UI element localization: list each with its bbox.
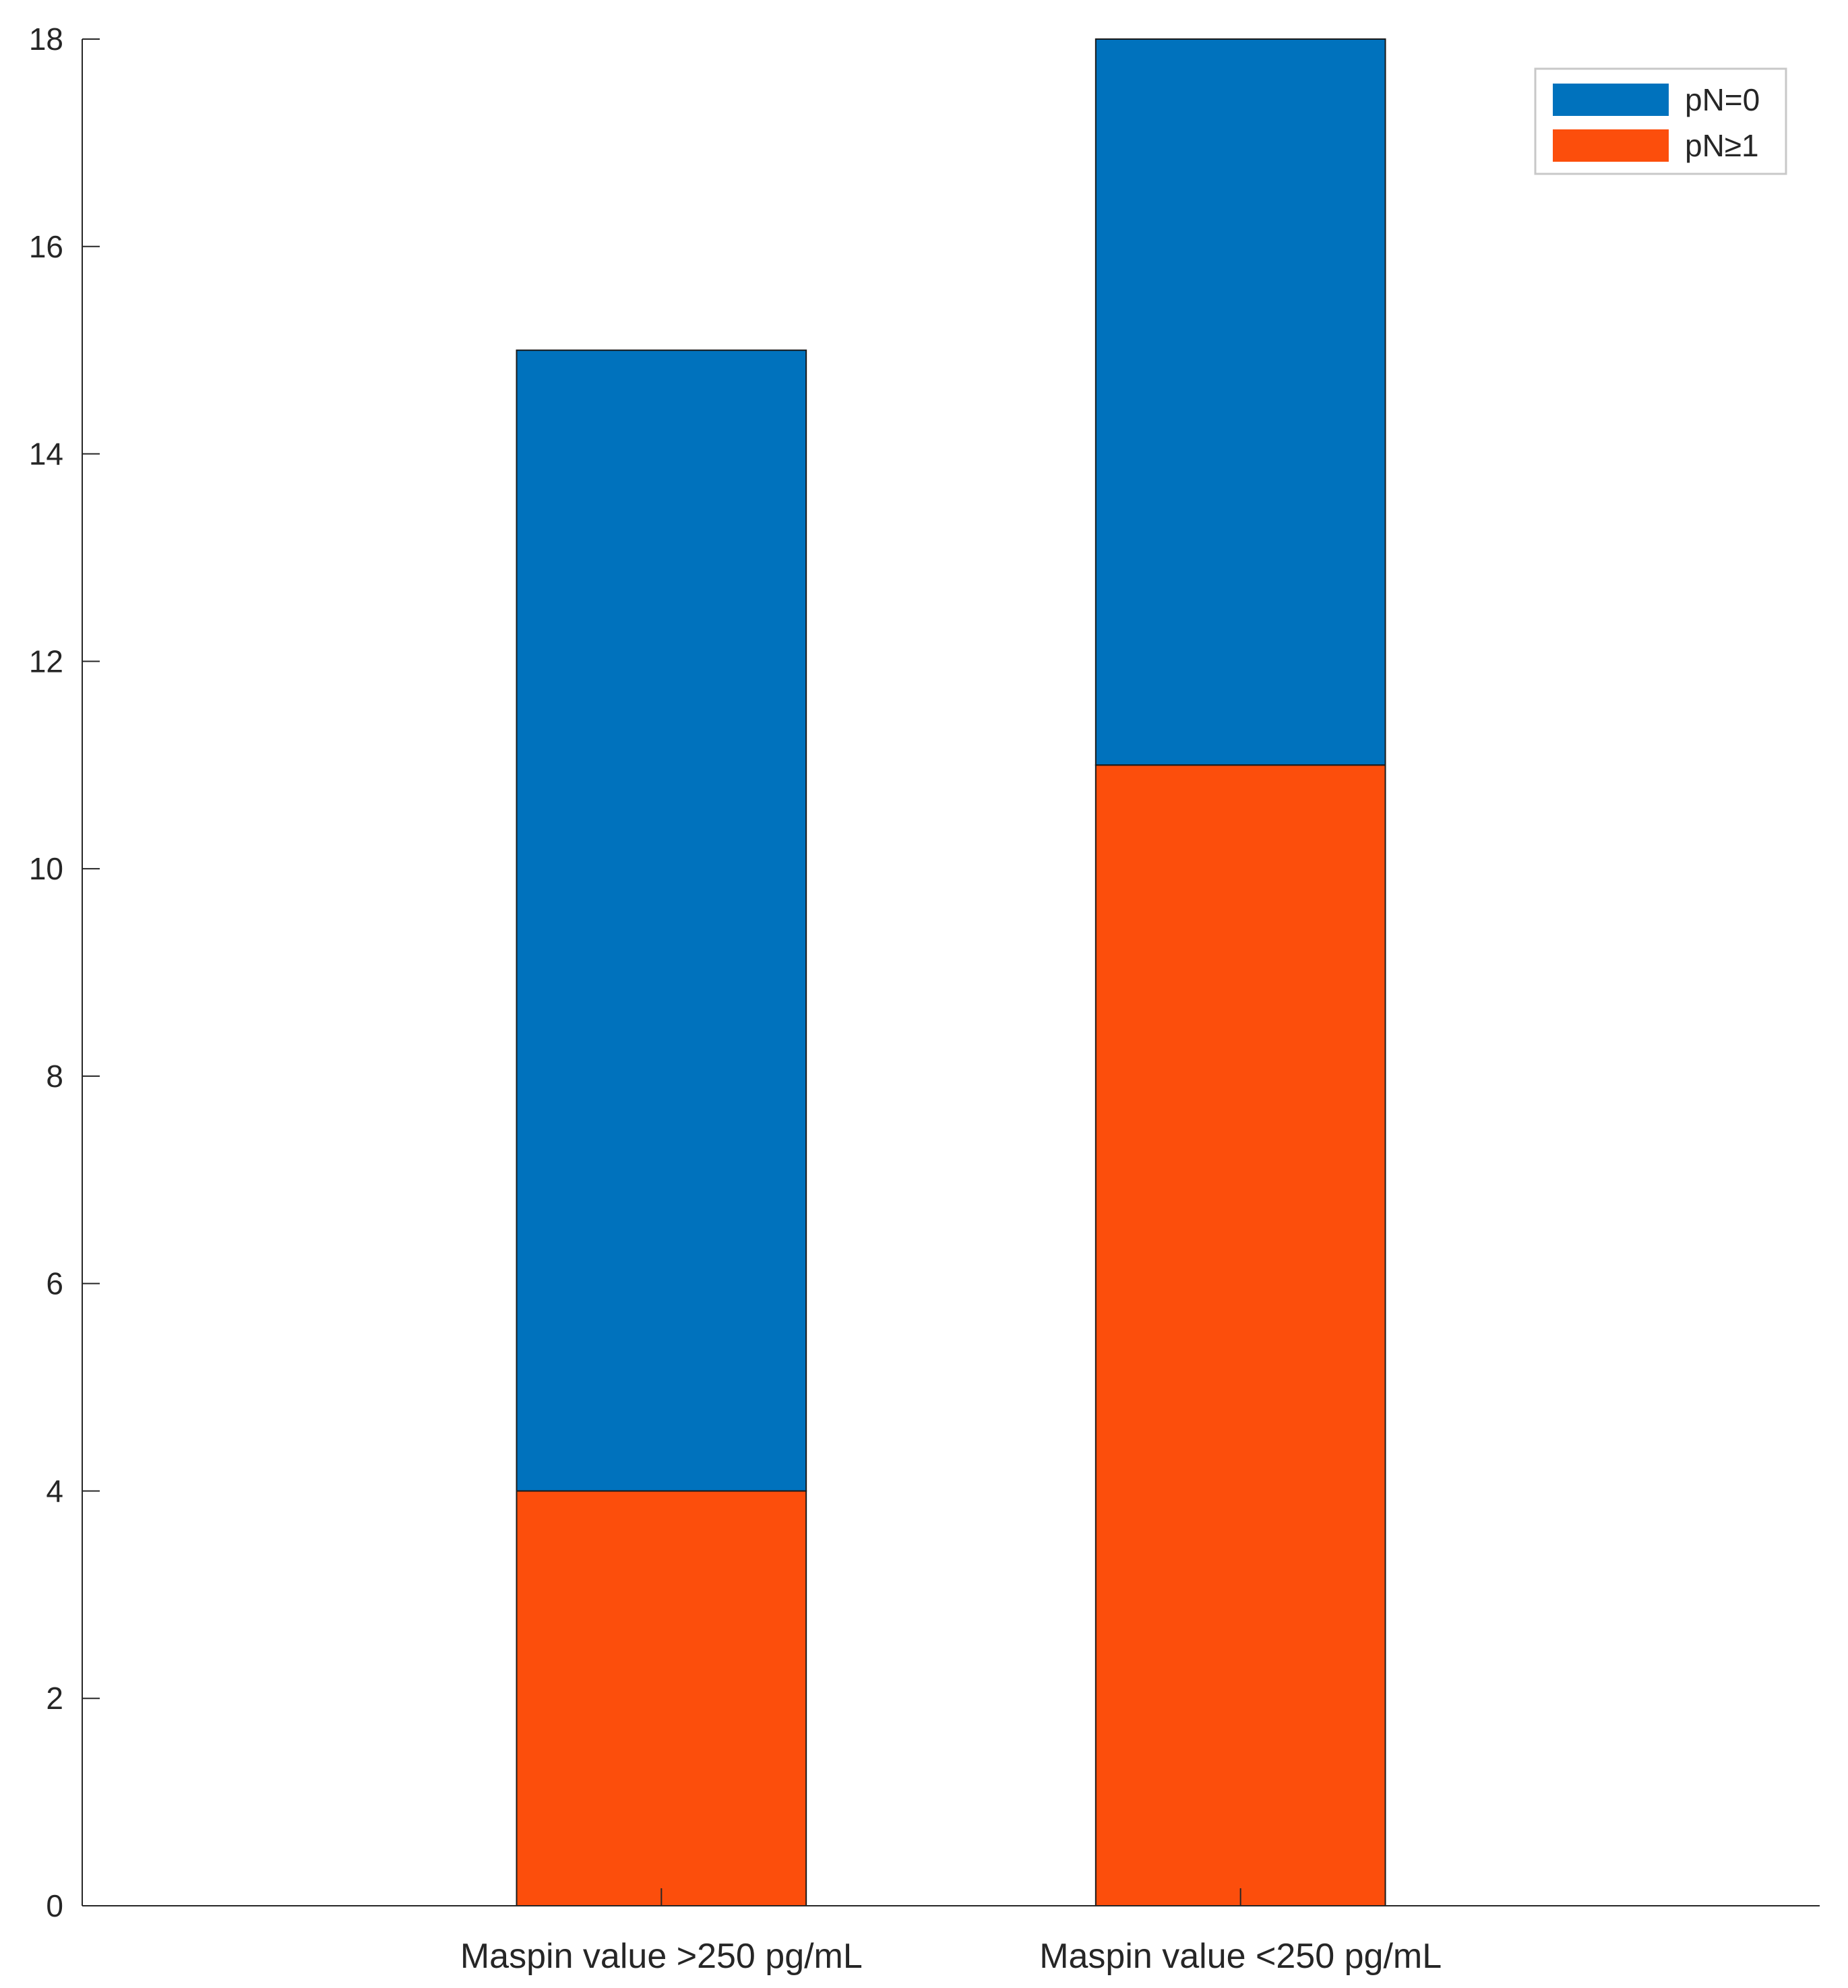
bar-segment-2-1 <box>1095 764 1386 1906</box>
bar-segment-2-2 <box>1095 38 1386 766</box>
bar-segment-1-2 <box>516 349 807 1492</box>
legend-label: pN=0 <box>1685 82 1760 117</box>
bars-layer <box>516 38 1386 1906</box>
legend-swatch <box>1553 84 1669 116</box>
x-tick-label: Maspin value >250 pg/mL <box>460 1937 863 1976</box>
y-tick-label: 10 <box>29 851 63 886</box>
y-tick-label: 12 <box>29 644 63 679</box>
y-tick-label: 6 <box>46 1266 63 1301</box>
y-tick-label: 16 <box>29 229 63 264</box>
axes-layer: 0 2 4 6 8 10 12 14 16 18 Maspin value >250 pg/mL Ma… <box>29 22 1820 1976</box>
y-tick-label: 18 <box>29 22 63 57</box>
y-tick-label: 0 <box>46 1888 63 1923</box>
legend: pN=0 pN≥1 <box>1534 67 1787 175</box>
legend-label: pN≥1 <box>1685 128 1759 163</box>
y-tick-label: 4 <box>46 1473 63 1508</box>
y-tick-label: 14 <box>29 437 63 472</box>
bar-segment-1-1 <box>516 1490 807 1906</box>
x-tick-label: Maspin value <250 pg/mL <box>1039 1937 1442 1976</box>
y-tick-label: 2 <box>46 1681 63 1716</box>
legend-swatch <box>1553 129 1669 162</box>
y-tick-label: 8 <box>46 1059 63 1094</box>
